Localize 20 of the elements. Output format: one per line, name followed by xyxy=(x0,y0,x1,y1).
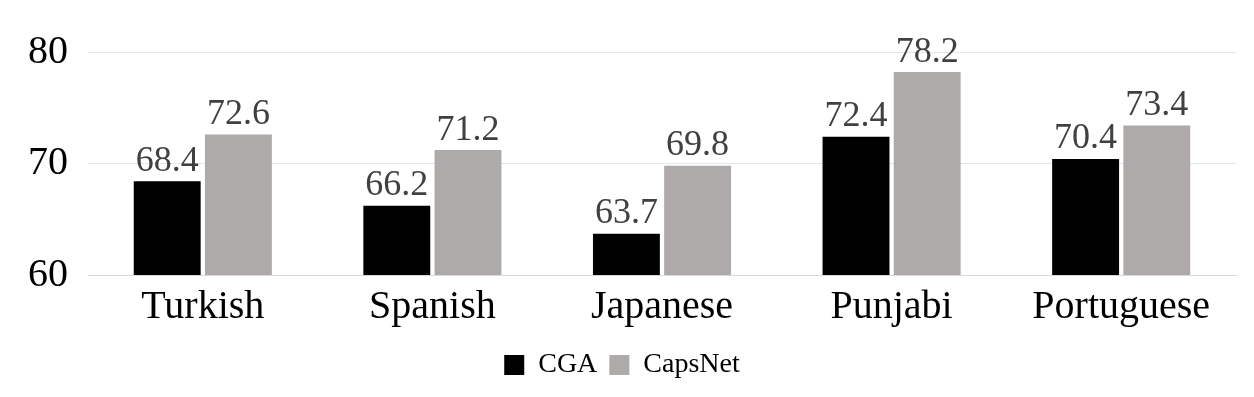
data-label: 69.8 xyxy=(666,123,730,164)
x-tick-label: Portuguese xyxy=(1032,281,1211,327)
data-label: 72.6 xyxy=(206,91,270,132)
x-tick-label: Turkish xyxy=(141,281,265,327)
data-label: 72.4 xyxy=(824,94,888,135)
y-tick-label: 70 xyxy=(28,138,68,183)
y-tick-label: 80 xyxy=(28,26,68,72)
data-label: 73.4 xyxy=(1125,83,1189,124)
legend-label: CGA xyxy=(538,347,599,379)
y-tick-label: 60 xyxy=(28,249,68,295)
x-tick-label: Punjabi xyxy=(830,281,953,327)
legend-label: CapsNet xyxy=(643,347,740,379)
data-label: 70.4 xyxy=(1054,116,1118,157)
data-label: 71.2 xyxy=(436,107,500,148)
data-label: 66.2 xyxy=(365,163,429,204)
x-tick-label: Japanese xyxy=(590,281,734,327)
data-label: 68.4 xyxy=(135,138,199,179)
data-label: 63.7 xyxy=(594,191,658,232)
x-tick-label: Spanish xyxy=(369,281,496,327)
data-label: 78.2 xyxy=(895,29,959,70)
